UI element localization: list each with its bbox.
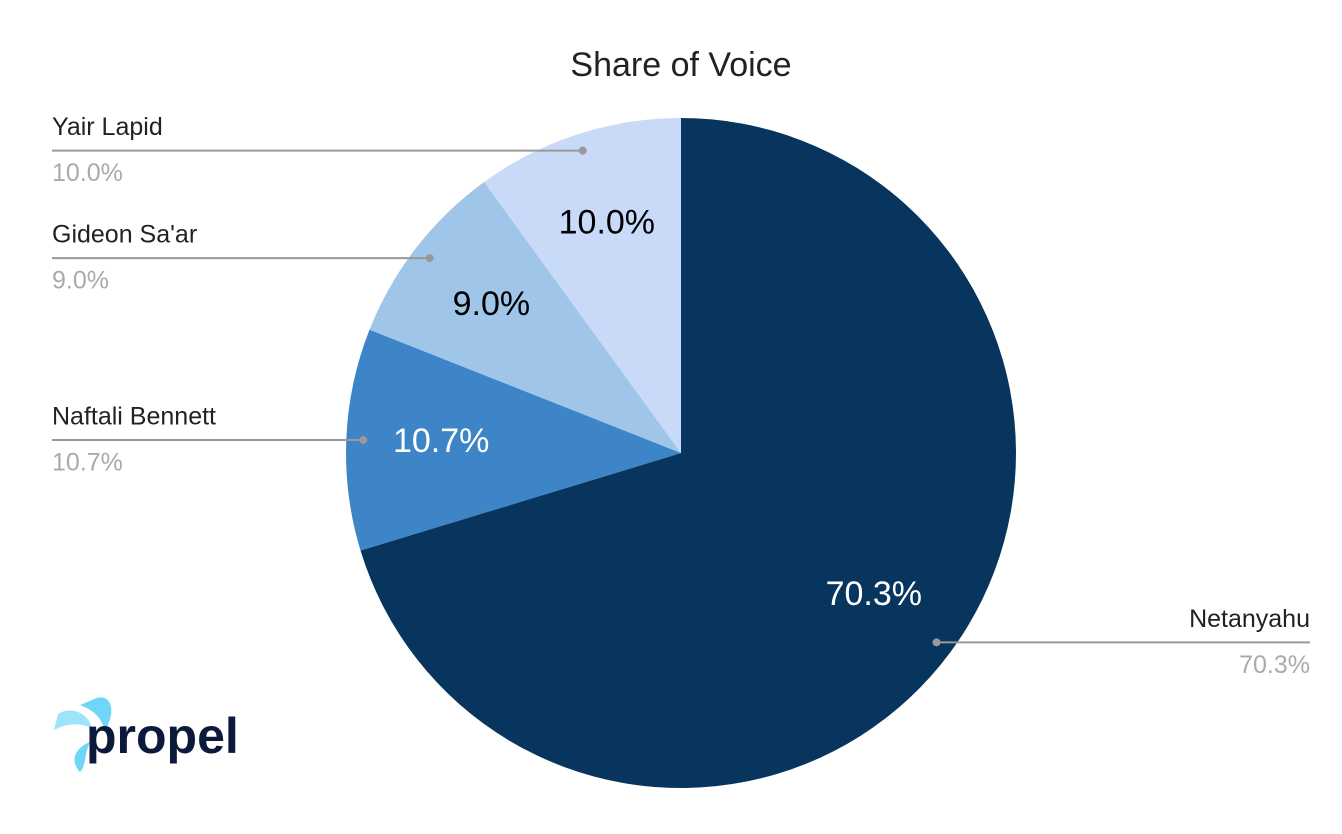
slice-label: 10.7% (393, 422, 489, 460)
callout-dot (578, 146, 587, 155)
callout-dot (932, 638, 941, 647)
legend-value: 9.0% (52, 267, 109, 295)
callout-dot (359, 436, 368, 445)
logo-icon (54, 710, 92, 730)
slice-label: 9.0% (453, 285, 531, 323)
chart-title: Share of Voice (570, 46, 791, 84)
legend-label: Gideon Sa'ar (52, 221, 197, 249)
pie-slice (360, 118, 1017, 788)
logo: propel (54, 697, 239, 772)
logo-text: propel (86, 708, 239, 764)
pie-slice (484, 118, 681, 453)
legend-label: Yair Lapid (52, 113, 163, 141)
pie-slice (369, 181, 681, 453)
legend-label: Naftali Bennett (52, 403, 216, 431)
logo-icon (80, 697, 112, 730)
logo-icon (74, 742, 90, 772)
legend-label: Netanyahu (1189, 605, 1310, 633)
callout-dot (425, 254, 434, 263)
slice-label: 10.0% (559, 204, 655, 242)
pie-slice (346, 329, 681, 551)
legend-value: 70.3% (1239, 651, 1310, 679)
slice-label: 70.3% (826, 575, 922, 613)
legend-value: 10.7% (52, 449, 123, 477)
legend-value: 10.0% (52, 159, 123, 187)
